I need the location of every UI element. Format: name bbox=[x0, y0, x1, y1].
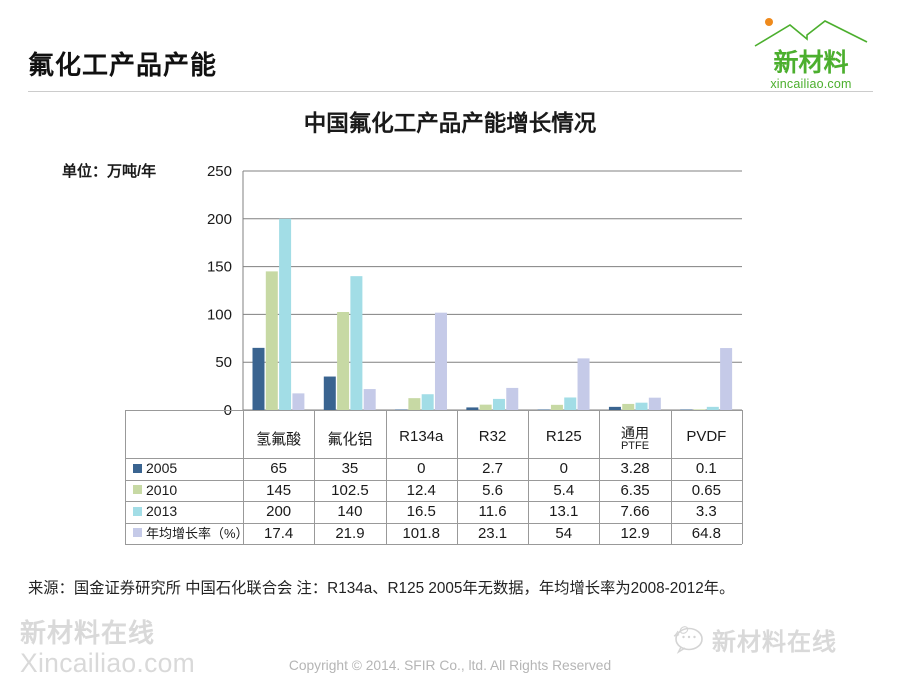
svg-text:100: 100 bbox=[207, 306, 232, 323]
svg-text:200: 200 bbox=[207, 211, 232, 228]
svg-text:150: 150 bbox=[207, 259, 232, 276]
svg-text:250: 250 bbox=[207, 163, 232, 180]
svg-text:50: 50 bbox=[215, 354, 232, 371]
